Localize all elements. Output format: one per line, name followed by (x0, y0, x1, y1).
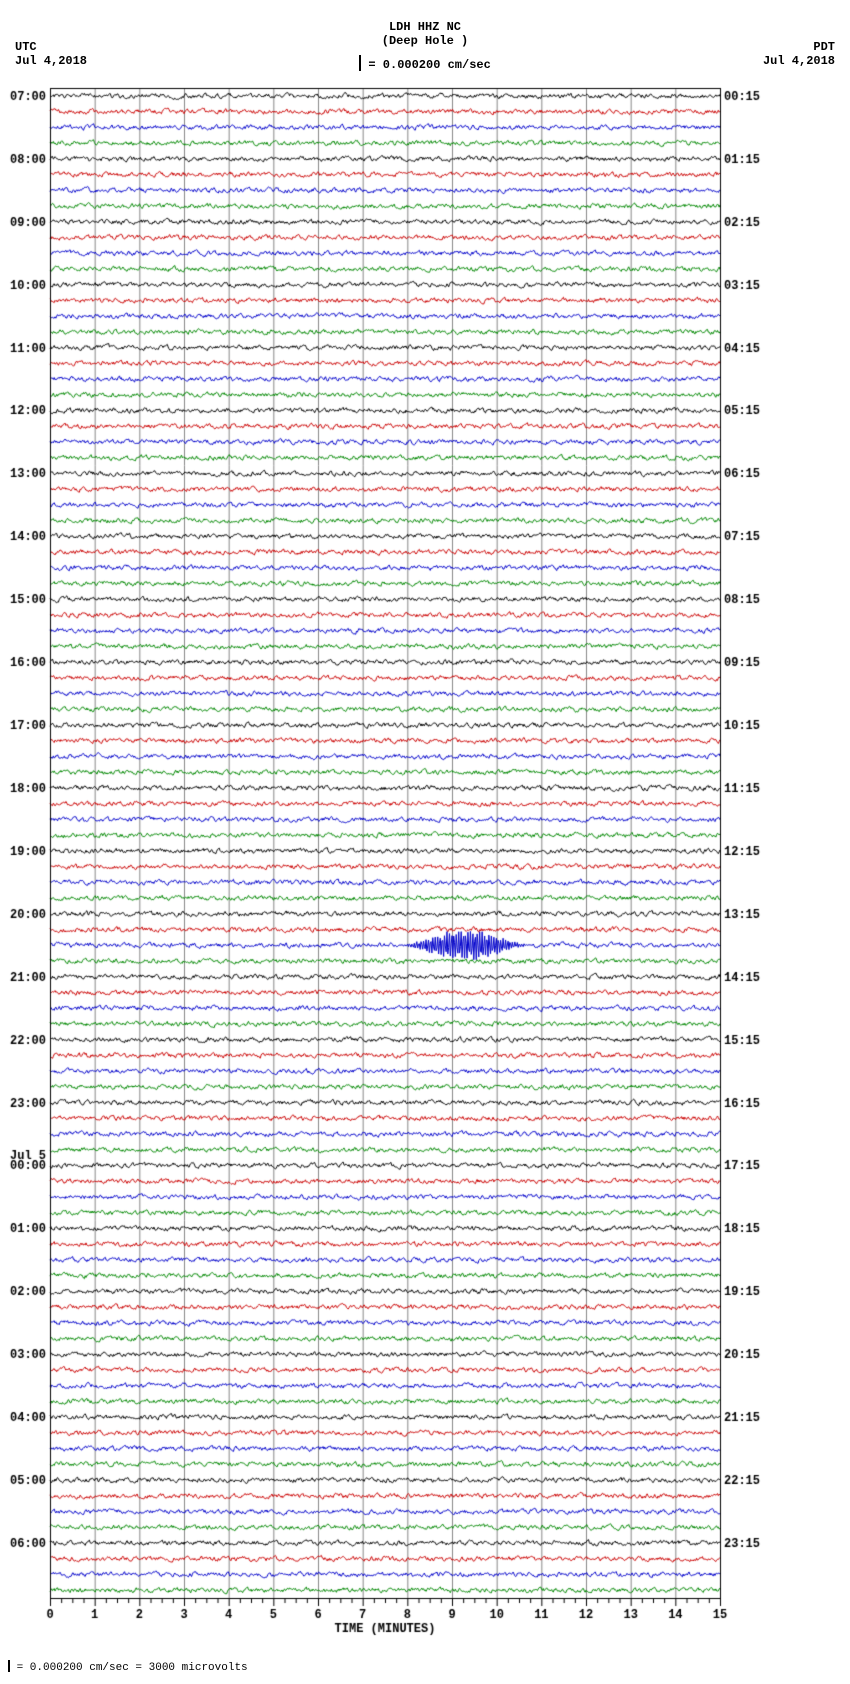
header-center: LDH HHZ NC (Deep Hole ) = 0.000200 cm/se… (0, 0, 850, 72)
scale-note: = 0.000200 cm/sec (0, 52, 850, 72)
station-title: LDH HHZ NC (0, 20, 850, 34)
footer: = 0.000200 cm/sec = 3000 microvolts (0, 1638, 850, 1684)
scale-text: = 0.000200 cm/sec (368, 58, 490, 72)
seismogram-canvas (4, 82, 766, 1638)
plot-area (50, 82, 800, 1638)
footer-scale-icon (8, 1660, 10, 1672)
station-subtitle: (Deep Hole ) (0, 34, 850, 48)
footer-text: = 0.000200 cm/sec = 3000 microvolts (17, 1662, 248, 1674)
scale-bar-icon (359, 55, 361, 71)
seismogram-container: UTC Jul 4,2018 PDT Jul 4,2018 LDH HHZ NC… (0, 0, 850, 1684)
